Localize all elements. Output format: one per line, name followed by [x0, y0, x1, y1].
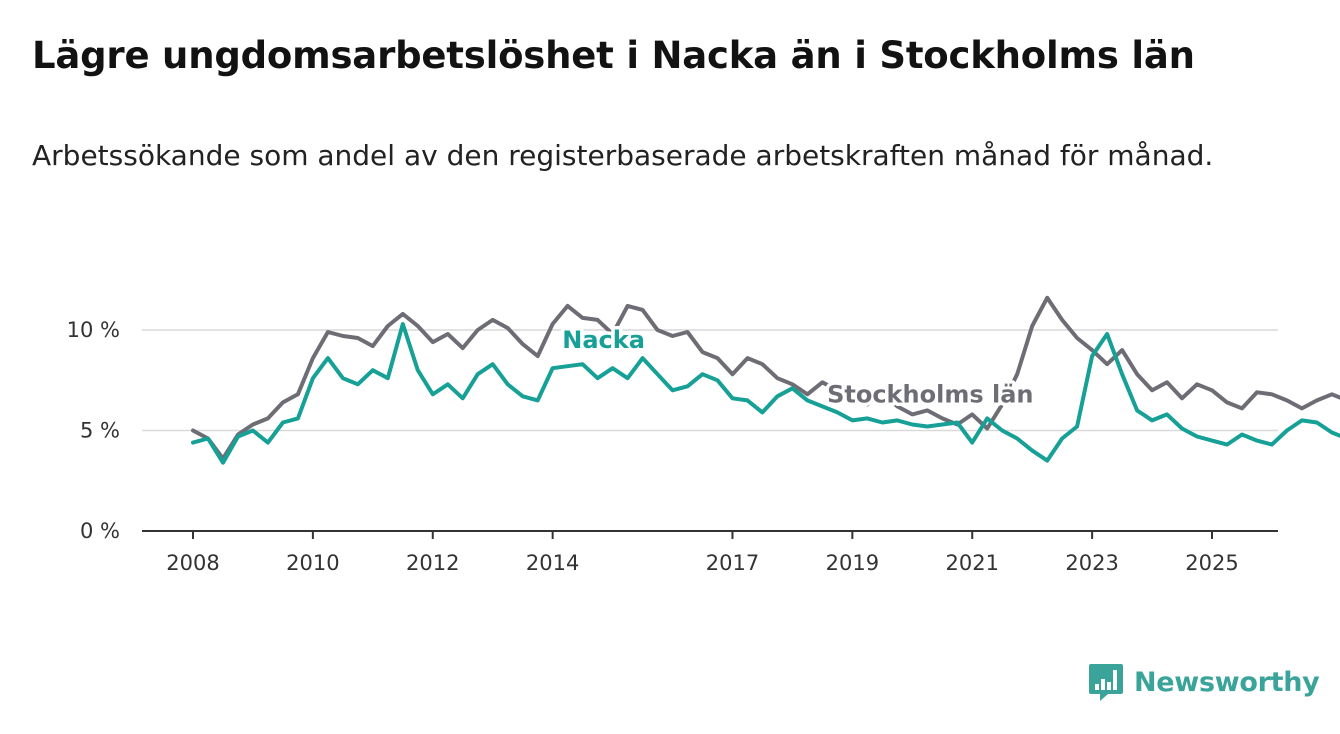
series-line-nacka — [191, 322, 1340, 465]
gridlines — [142, 329, 1278, 432]
x-tick-label: 2012 — [406, 551, 459, 575]
x-tick-label: 2023 — [1065, 551, 1118, 575]
x-tick-label: 2021 — [946, 551, 999, 575]
newsworthy-logo[interactable]: Newsworthy — [1088, 660, 1320, 704]
chart-subtitle: Arbetssökande som andel av den registerb… — [32, 139, 1214, 172]
y-tick-label: 5 % — [80, 419, 120, 443]
series-line-stockholms-l-n — [191, 295, 1340, 461]
bar-chart-icon — [1089, 664, 1123, 701]
axes: 0 % 5 % 10 % 2008 2010 2012 2014 2017 2019 2021 20… — [67, 318, 1278, 575]
x-tick-label: 2008 — [166, 551, 219, 575]
series-label-nacka: Nacka — [562, 326, 645, 354]
x-tick-label: 2019 — [826, 551, 879, 575]
series-lines — [191, 295, 1340, 465]
x-tick-label: 2017 — [706, 551, 759, 575]
y-tick-label: 10 % — [67, 318, 120, 342]
series-label-halo: Nacka — [562, 326, 645, 354]
series-label-halo: Stockholms län — [827, 380, 1033, 408]
brand-name: Newsworthy — [1134, 666, 1320, 698]
series-label-stockholms-l-n: Stockholms län — [827, 380, 1033, 408]
x-tick-label: 2010 — [286, 551, 339, 575]
x-tick-label: 2025 — [1185, 551, 1238, 575]
y-tick-label: 0 % — [80, 519, 120, 543]
chart-title: Lägre ungdomsarbetslöshet i Nacka än i S… — [32, 34, 1195, 77]
x-tick-label: 2014 — [526, 551, 579, 575]
